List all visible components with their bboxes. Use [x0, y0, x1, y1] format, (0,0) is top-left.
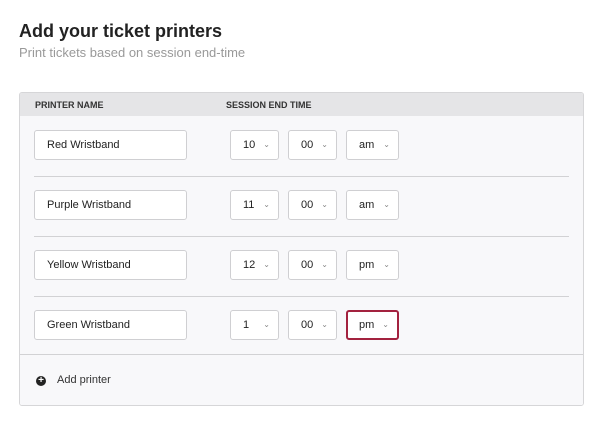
hour-value: 11 [243, 199, 255, 211]
ampm-select[interactable]: am ⌄ [346, 130, 399, 160]
chevron-down-icon: ⌄ [263, 260, 270, 269]
minute-select[interactable]: 00 ⌄ [288, 250, 337, 280]
chevron-down-icon: ⌄ [321, 200, 328, 209]
chevron-down-icon: ⌄ [321, 260, 328, 269]
minute-value: 00 [301, 319, 314, 331]
minute-value: 00 [301, 259, 314, 271]
hour-value: 12 [243, 259, 256, 271]
printer-row: Green Wristband 1 ⌄ 00 ⌄ pm ⌄ [34, 296, 569, 356]
chevron-down-icon: ⌄ [263, 140, 270, 149]
printer-name-input[interactable]: Yellow Wristband [34, 250, 187, 280]
printer-name-input[interactable]: Purple Wristband [34, 190, 187, 220]
hour-select[interactable]: 10 ⌄ [230, 130, 279, 160]
ampm-value: pm [359, 259, 375, 271]
ampm-value: pm [359, 319, 375, 331]
chevron-down-icon: ⌄ [383, 200, 390, 209]
printer-row: Yellow Wristband 12 ⌄ 00 ⌄ pm ⌄ [34, 236, 569, 297]
page-title: Add your ticket printers [19, 21, 223, 41]
chevron-down-icon: ⌄ [383, 260, 390, 269]
minute-value: 00 [301, 199, 314, 211]
minute-select[interactable]: 00 ⌄ [288, 310, 337, 340]
hour-select[interactable]: 11 ⌄ [230, 190, 279, 220]
chevron-down-icon: ⌄ [321, 140, 328, 149]
printer-row: Red Wristband 10 ⌄ 00 ⌄ am ⌄ [34, 116, 569, 177]
ampm-value: am [359, 199, 375, 211]
minute-value: 00 [301, 139, 314, 151]
chevron-down-icon: ⌄ [382, 320, 389, 329]
add-printer-button[interactable]: + Add printer [20, 354, 583, 405]
ampm-select[interactable]: am ⌄ [346, 190, 399, 220]
chevron-down-icon: ⌄ [263, 320, 270, 329]
printer-name-input[interactable]: Red Wristband [34, 130, 187, 160]
minute-select[interactable]: 00 ⌄ [288, 130, 337, 160]
chevron-down-icon: ⌄ [263, 200, 270, 209]
ampm-select[interactable]: pm ⌄ [346, 310, 399, 340]
col-session-end-time: SESSION END TIME [226, 100, 312, 110]
ampm-select[interactable]: pm ⌄ [346, 250, 399, 280]
hour-value: 10 [243, 139, 256, 151]
page-subtitle: Print tickets based on session end-time [19, 45, 246, 60]
hour-select[interactable]: 12 ⌄ [230, 250, 279, 280]
add-printer-label: Add printer [57, 374, 111, 386]
chevron-down-icon: ⌄ [383, 140, 390, 149]
minute-select[interactable]: 00 ⌄ [288, 190, 337, 220]
printer-row: Purple Wristband 11 ⌄ 00 ⌄ am ⌄ [34, 176, 569, 237]
chevron-down-icon: ⌄ [321, 320, 328, 329]
ampm-value: am [359, 139, 375, 151]
hour-select[interactable]: 1 ⌄ [230, 310, 279, 340]
table-header: PRINTER NAME SESSION END TIME [20, 93, 583, 116]
plus-circle-icon: + [36, 376, 46, 386]
printers-table: PRINTER NAME SESSION END TIME Red Wristb… [19, 92, 584, 406]
printer-name-input[interactable]: Green Wristband [34, 310, 187, 340]
hour-value: 1 [243, 319, 250, 331]
col-printer-name: PRINTER NAME [35, 100, 104, 110]
